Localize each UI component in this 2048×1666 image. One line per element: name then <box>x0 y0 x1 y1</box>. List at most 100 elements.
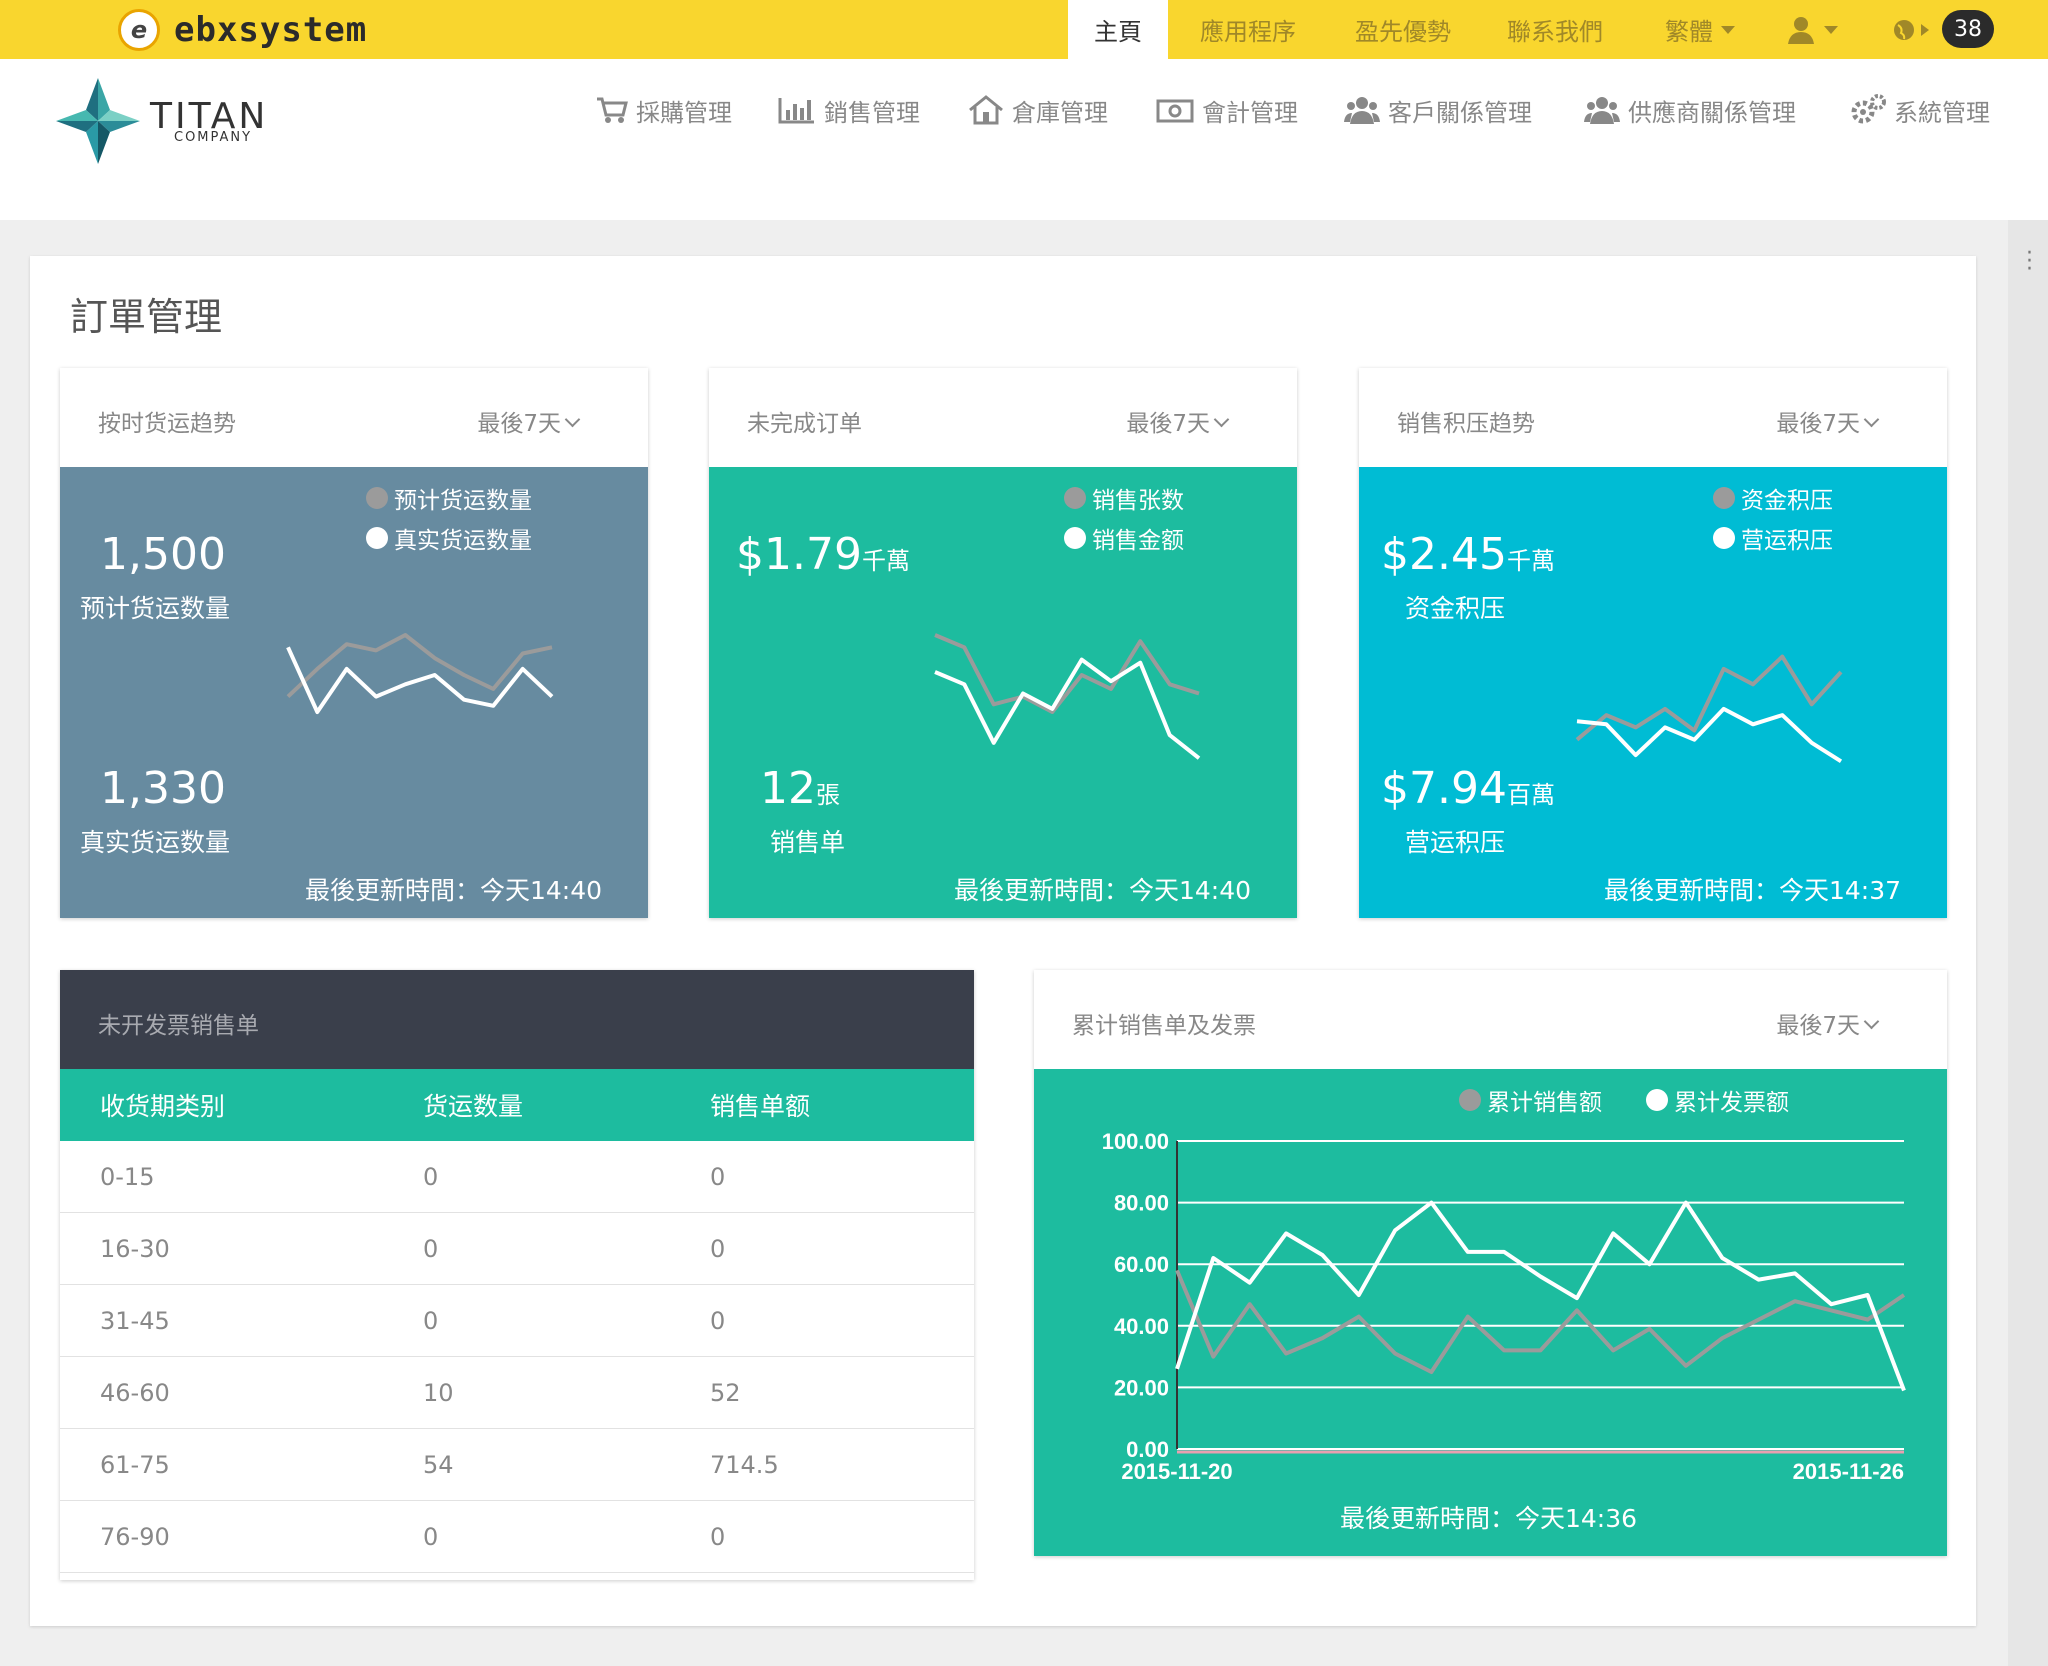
period-dropdown[interactable]: 最後7天 <box>1126 404 1230 438</box>
nav-supplier[interactable]: 供應商關係管理 <box>1584 90 1796 130</box>
kpi-unit: 千萬 <box>861 547 910 575</box>
x-tick-label: 2015-11-26 <box>1793 1459 1904 1484</box>
brand-name: ebxsystem <box>174 10 368 50</box>
notification-badge[interactable]: 38 <box>1942 10 1994 48</box>
table-cell: 10 <box>383 1356 670 1429</box>
series-line-0 <box>1575 654 1843 742</box>
table-row[interactable]: 16-30 0 0 <box>60 1212 974 1285</box>
nav-label: 會計管理 <box>1202 98 1298 127</box>
table-cell: 31-45 <box>60 1284 383 1357</box>
logo-subtitle: COMPANY <box>174 130 253 145</box>
series-line-1 <box>934 657 1201 760</box>
kpi-value: $2.45千萬 <box>1381 529 1555 580</box>
last-updated: 最後更新時間：今天14:37 <box>1603 876 1901 905</box>
open-orders-widget: 未完成订单 最後7天 销售张数 销售金额 $1.79千萬 12張 销售单 最後更… <box>709 368 1297 918</box>
table-cell: 714.5 <box>670 1428 974 1501</box>
table-row[interactable]: 46-60 10 52 <box>60 1356 974 1429</box>
widget-header: 未完成订单 最後7天 <box>709 368 1297 468</box>
kpi-number: 12 <box>760 763 816 814</box>
scrollbar[interactable]: · · · <box>2008 220 2048 1666</box>
kpi-value: 1,500 <box>100 529 226 580</box>
series-line-0 <box>286 633 553 699</box>
kpi-unit: 千萬 <box>1506 547 1555 575</box>
column-header[interactable]: 收货期类别 <box>60 1069 383 1141</box>
nav-crm[interactable]: 客戶關係管理 <box>1344 90 1532 130</box>
titan-logo-icon[interactable] <box>56 78 140 164</box>
table-cell: 0 <box>670 1500 974 1573</box>
column-header[interactable]: 销售单额 <box>670 1069 974 1141</box>
sparkline-chart <box>1575 654 1843 763</box>
kpi-value: $1.79千萬 <box>736 529 910 580</box>
period-dropdown[interactable]: 最後7天 <box>1776 1006 1880 1040</box>
top-nav-contact[interactable]: 聯系我們 <box>1507 18 1603 46</box>
y-tick-label: 0.00 <box>1126 1437 1169 1462</box>
nav-accounting[interactable]: 會計管理 <box>1156 90 1298 130</box>
chevron-down-icon <box>1213 411 1230 428</box>
top-nav-home[interactable]: 主頁 <box>1068 0 1168 59</box>
logo-title: TITAN <box>150 96 269 137</box>
last-updated: 最後更新時間：今天14:36 <box>1340 1504 1638 1533</box>
brand-mark: e <box>118 9 160 51</box>
table-row[interactable]: 31-45 0 0 <box>60 1284 974 1357</box>
table-cell: 61-75 <box>60 1428 383 1501</box>
y-tick-label: 60.00 <box>1114 1252 1169 1277</box>
table-row[interactable]: 0-15 0 0 <box>60 1141 974 1213</box>
legend-label: 累计发票额 <box>1674 1090 1789 1116</box>
caret-right-icon <box>1920 23 1929 36</box>
brand-logo[interactable]: e ebxsystem <box>118 6 367 54</box>
uninvoiced-orders-widget: 未开发票销售单 收货期类别 货运数量 销售单额 0-15 0 0 16-30 0 0 3… <box>60 970 974 1580</box>
legend-item: 销售张数 <box>1064 481 1184 515</box>
x-tick-label: 2015-11-20 <box>1121 1459 1232 1484</box>
legend-item: 资金积压 <box>1713 481 1833 515</box>
backlog-trend-widget: 销售积压趋势 最後7天 资金积压 营运积压 $2.45千萬 资金积压 $7.94… <box>1359 368 1947 918</box>
legend-label: 资金积压 <box>1741 488 1833 514</box>
legend-dot-grey <box>1064 487 1086 509</box>
y-tick-label: 40.00 <box>1114 1314 1169 1339</box>
kpi-value: 1,330 <box>100 763 226 814</box>
nav-label: 倉庫管理 <box>1012 98 1108 127</box>
column-header[interactable]: 货运数量 <box>383 1069 670 1141</box>
table-cell: 0 <box>383 1284 670 1357</box>
top-nav-apps[interactable]: 應用程序 <box>1200 18 1296 46</box>
kpi-number: $7.94 <box>1381 763 1507 814</box>
legend-item: 营运积压 <box>1713 521 1833 555</box>
order-management-panel: 訂單管理 按时货运趋势 最後7天 预计货运数量 真实货运数量 1,500 预计货… <box>30 256 1976 1626</box>
nav-warehouse[interactable]: 倉庫管理 <box>968 90 1108 130</box>
widget-header: 销售积压趋势 最後7天 <box>1359 368 1947 468</box>
language-dropdown[interactable]: 繁體 <box>1655 0 1745 59</box>
nav-system[interactable]: 系統管理 <box>1850 90 1990 130</box>
cumulative-line-chart: 0.00 20.00 40.00 60.00 80.00 100.00 2015-11-20… <box>1102 1129 1906 1484</box>
nav-label: 客戶關係管理 <box>1388 98 1532 127</box>
legend-item: 累计销售额 <box>1459 1083 1602 1117</box>
top-nav-advantage[interactable]: 盈先優勢 <box>1355 18 1451 46</box>
period-label: 最後7天 <box>1776 411 1860 437</box>
legend-dot-grey <box>1459 1089 1481 1111</box>
table-row[interactable]: 61-75 54 714.5 <box>60 1428 974 1501</box>
kpi-label: 真实货运数量 <box>80 828 231 857</box>
globe-menu[interactable] <box>1886 0 1936 59</box>
legend-item: 真实货运数量 <box>366 521 532 555</box>
main-header <box>0 59 2048 220</box>
widget-header: 累计销售单及发票 最後7天 <box>1034 970 1947 1070</box>
widget-body: 预计货运数量 真实货运数量 1,500 预计货运数量 1,330 真实货运数量 … <box>60 467 648 918</box>
period-dropdown[interactable]: 最後7天 <box>477 404 581 438</box>
table-cell: 76-90 <box>60 1500 383 1573</box>
series-line-0 <box>934 633 1200 714</box>
kpi-unit: 百萬 <box>1506 781 1555 809</box>
kpi-number: $2.45 <box>1381 529 1507 580</box>
globe-icon <box>1893 19 1914 40</box>
last-updated: 最後更新時間：今天14:40 <box>304 876 602 905</box>
period-dropdown[interactable]: 最後7天 <box>1776 404 1880 438</box>
table-cell: 0 <box>670 1141 974 1213</box>
nav-label: 採購管理 <box>636 98 732 127</box>
chevron-down-icon <box>1824 25 1838 34</box>
user-menu[interactable] <box>1782 0 1842 59</box>
table-row[interactable]: 76-90 0 0 <box>60 1500 974 1573</box>
widget-title: 未完成订单 <box>747 411 862 437</box>
widget-title: 未开发票销售单 <box>98 1013 259 1039</box>
legend-label: 预计货运数量 <box>394 488 532 514</box>
nav-purchasing[interactable]: 採購管理 <box>596 90 732 130</box>
widget-body: 销售张数 销售金额 $1.79千萬 12張 销售单 最後更新時間：今天14:40 <box>709 467 1297 918</box>
widget-title: 累计销售单及发票 <box>1072 1013 1256 1039</box>
nav-sales[interactable]: 銷售管理 <box>778 90 920 130</box>
